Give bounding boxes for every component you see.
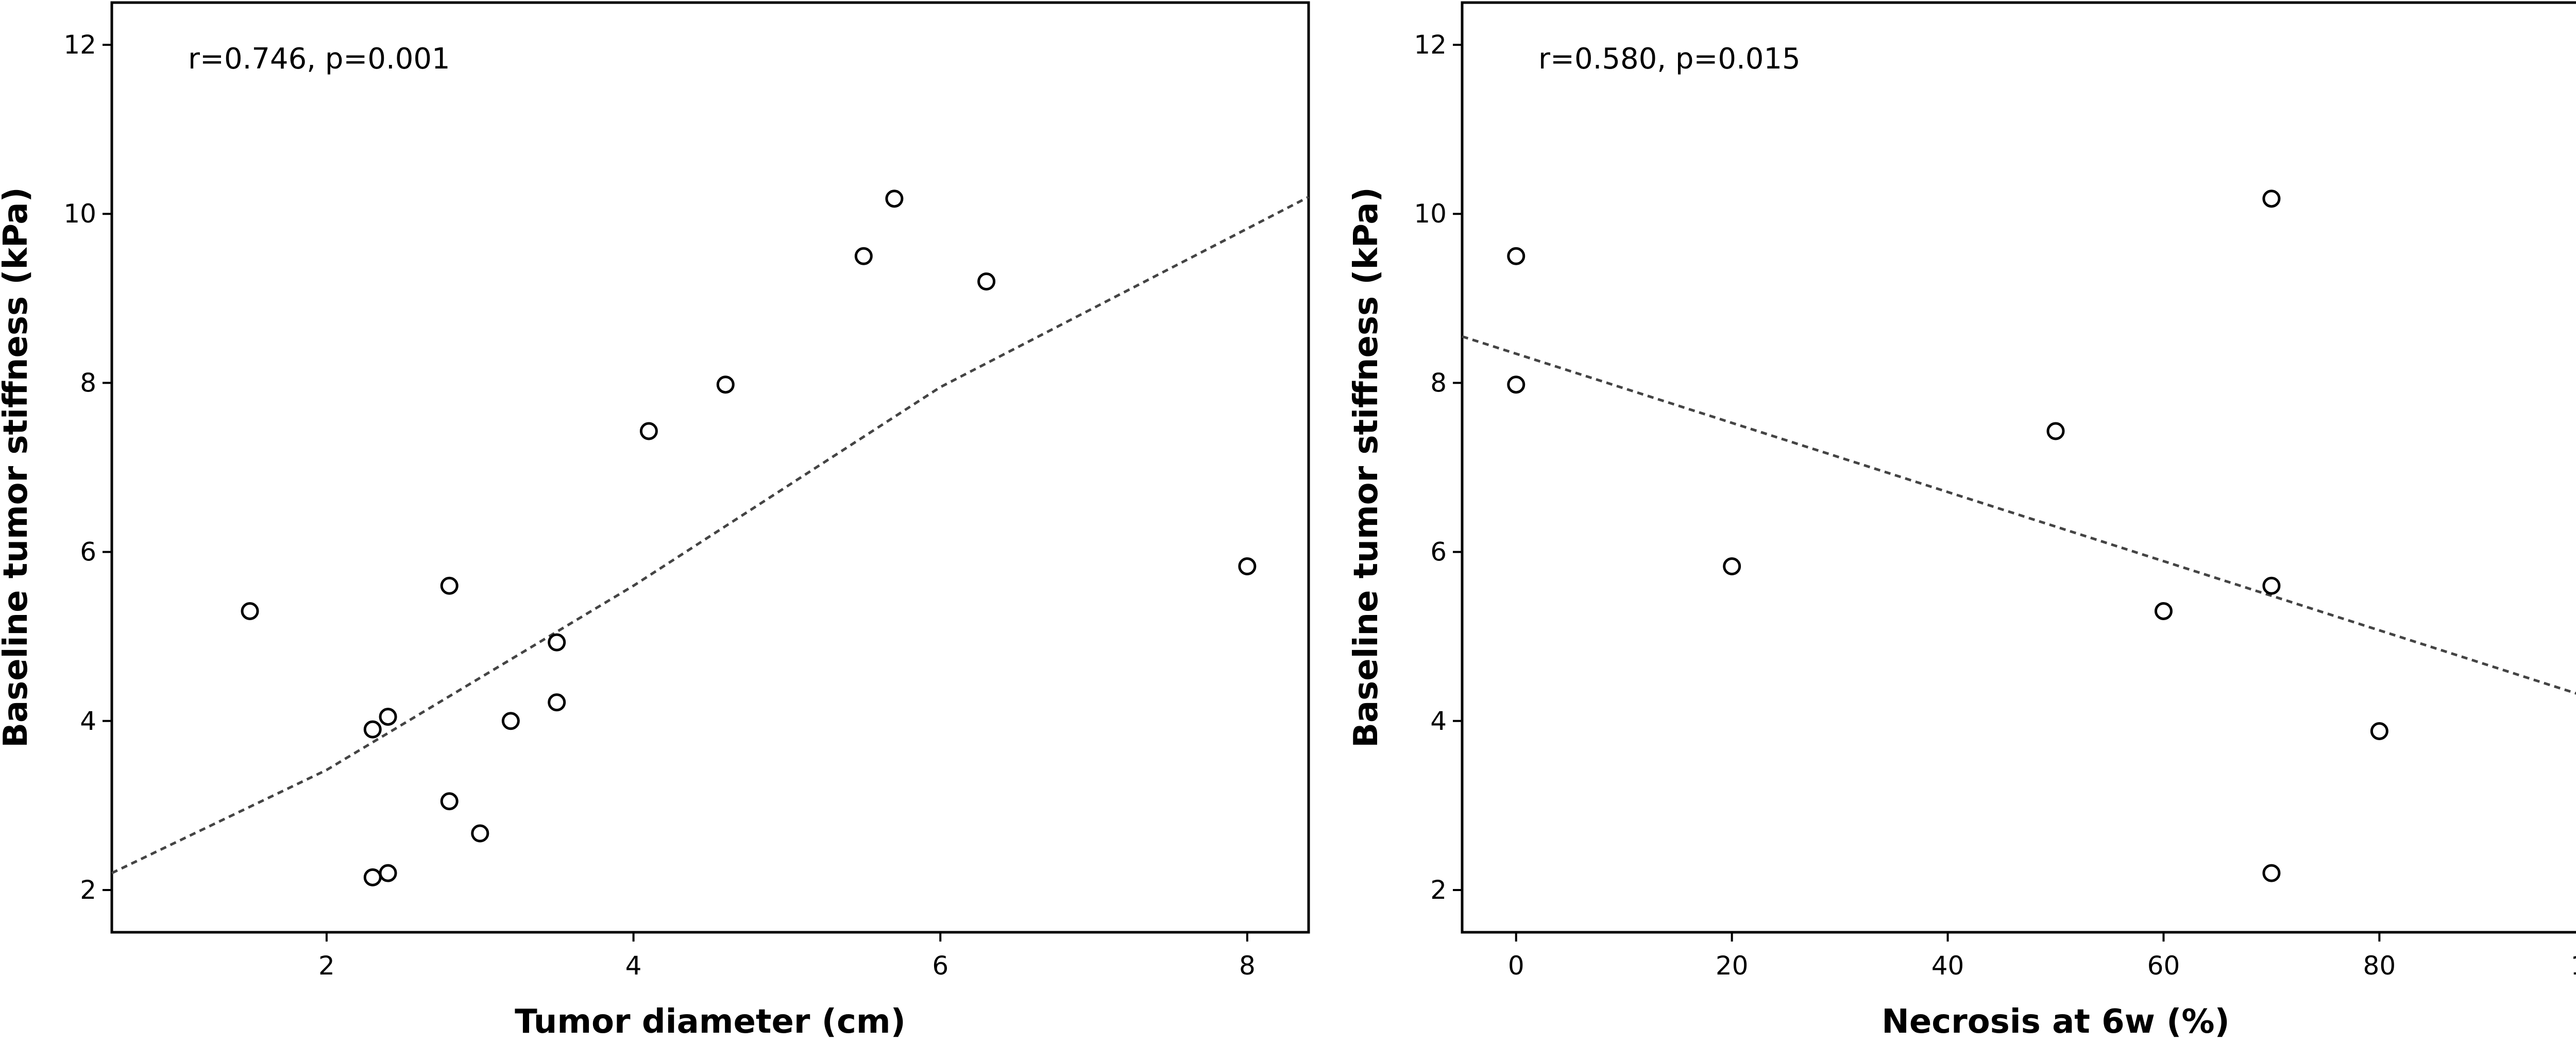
x-tick-label: 4	[625, 951, 642, 981]
y-tick-label: 4	[1430, 706, 1447, 736]
y-tick-label: 10	[63, 199, 96, 229]
data-point	[1238, 557, 1257, 575]
data-point	[440, 792, 459, 811]
regression-line	[111, 196, 1310, 875]
data-point	[2046, 422, 2065, 440]
y-tick-label: 10	[1414, 199, 1447, 229]
data-point	[2370, 722, 2388, 740]
x-tick-label: 0	[1508, 951, 1524, 981]
correlation-annotation: r=0.746, p=0.001	[188, 42, 450, 76]
data-point	[1723, 557, 1741, 575]
y-tick-label: 12	[63, 30, 96, 60]
regression-line-layer	[1462, 335, 2576, 695]
axis-ticks: 2 4 6 8 2 4 6 8 10 12	[63, 30, 1255, 981]
scatter-panel-necrosis: r=0.580, p=0.015 Necrosis at 6w (%) Base…	[1347, 1, 2576, 1041]
y-tick-label: 6	[80, 537, 96, 567]
data-point	[363, 868, 382, 886]
x-axis-label: Tumor diameter (cm)	[515, 1003, 906, 1041]
x-tick-label: 6	[932, 951, 948, 981]
x-tick-label: 80	[2363, 951, 2396, 981]
y-tick-label: 2	[1430, 875, 1447, 905]
y-axis-label: Baseline tumor stiffness (kPa)	[1347, 187, 1385, 748]
data-point	[2262, 190, 2281, 208]
data-point	[363, 720, 382, 739]
axis-ticks: 0 20 40 60 80 100 2 4 6 8 10 12	[1414, 30, 2576, 981]
data-points-layer	[241, 190, 1257, 886]
data-point	[639, 422, 658, 440]
data-point	[440, 576, 459, 595]
y-tick-label: 8	[1430, 368, 1447, 398]
x-tick-label: 2	[318, 951, 335, 981]
x-tick-label: 100	[2571, 951, 2576, 981]
y-axis-label: Baseline tumor stiffness (kPa)	[0, 187, 35, 748]
x-tick-label: 40	[1931, 951, 1964, 981]
data-point	[854, 247, 873, 265]
plot-frame	[1461, 1, 2576, 934]
data-point	[1507, 247, 1526, 265]
y-tick-label: 12	[1414, 30, 1447, 60]
scatter-panel-tumor-diameter: r=0.746, p=0.001 Tumor diameter (cm) Bas…	[0, 1, 1310, 1041]
data-points-layer	[1507, 190, 2388, 882]
plot-frame	[110, 1, 1310, 934]
data-point	[548, 693, 566, 712]
regression-line-layer	[111, 196, 1310, 875]
y-tick-label: 4	[80, 706, 96, 736]
data-point	[2262, 576, 2281, 595]
y-tick-label: 6	[1430, 537, 1447, 567]
data-point	[471, 824, 489, 843]
x-tick-label: 20	[1716, 951, 1749, 981]
data-point	[2262, 864, 2281, 882]
y-tick-label: 8	[80, 368, 96, 398]
data-point	[379, 708, 397, 726]
data-point	[379, 864, 397, 882]
data-point	[241, 602, 259, 620]
x-tick-label: 8	[1239, 951, 1256, 981]
correlation-annotation: r=0.580, p=0.015	[1538, 42, 1801, 76]
data-point	[548, 633, 566, 652]
x-tick-label: 60	[2147, 951, 2180, 981]
data-point	[501, 712, 520, 730]
data-point	[2154, 602, 2173, 620]
data-point	[1507, 375, 1526, 394]
regression-line	[1462, 335, 2576, 695]
x-axis-label: Necrosis at 6w (%)	[1882, 1003, 2229, 1041]
data-point	[977, 272, 996, 290]
data-point	[885, 190, 904, 208]
data-point	[716, 375, 735, 394]
y-tick-label: 2	[80, 875, 96, 905]
